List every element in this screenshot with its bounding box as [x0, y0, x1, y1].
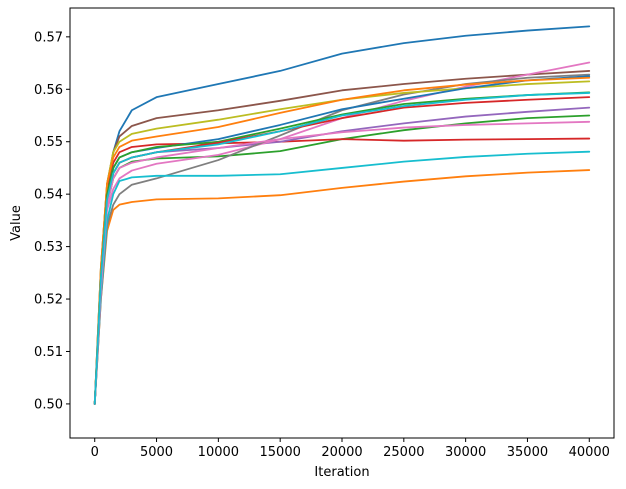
- x-tick-label: 25000: [383, 445, 424, 460]
- x-tick-label: 30000: [445, 445, 486, 460]
- series-line-12: [93, 76, 591, 405]
- y-tick-label: 0.54: [34, 188, 63, 203]
- x-tick-label: 20000: [321, 445, 362, 460]
- x-axis-ticks: 0 5000 10000 15000 20000 25000 30000 35000 40000: [91, 438, 610, 460]
- y-axis-ticks: 0.50 0.51 0.52 0.53 0.54 0.55 0.56 0.57: [34, 30, 70, 412]
- y-tick-label: 0.50: [34, 397, 63, 412]
- series-line-10: [93, 150, 591, 405]
- y-tick-label: 0.57: [34, 30, 63, 45]
- series-line-15: [93, 120, 591, 405]
- y-tick-label: 0.56: [34, 83, 63, 98]
- x-axis-label: Iteration: [314, 465, 369, 480]
- y-tick-label: 0.53: [34, 240, 63, 255]
- series-line-16: [93, 92, 591, 405]
- x-tick-label: 35000: [507, 445, 548, 460]
- y-axis-label: Value: [9, 205, 24, 241]
- plot-lines: [93, 25, 591, 405]
- x-tick-label: 40000: [569, 445, 610, 460]
- x-tick-label: 0: [91, 445, 99, 460]
- series-line-2: [93, 169, 591, 405]
- x-tick-label: 10000: [198, 445, 239, 460]
- x-tick-label: 5000: [140, 445, 173, 460]
- series-line-13: [93, 91, 591, 405]
- y-tick-label: 0.51: [34, 345, 63, 360]
- y-tick-label: 0.52: [34, 293, 63, 308]
- y-tick-label: 0.55: [34, 135, 63, 150]
- x-tick-label: 15000: [260, 445, 301, 460]
